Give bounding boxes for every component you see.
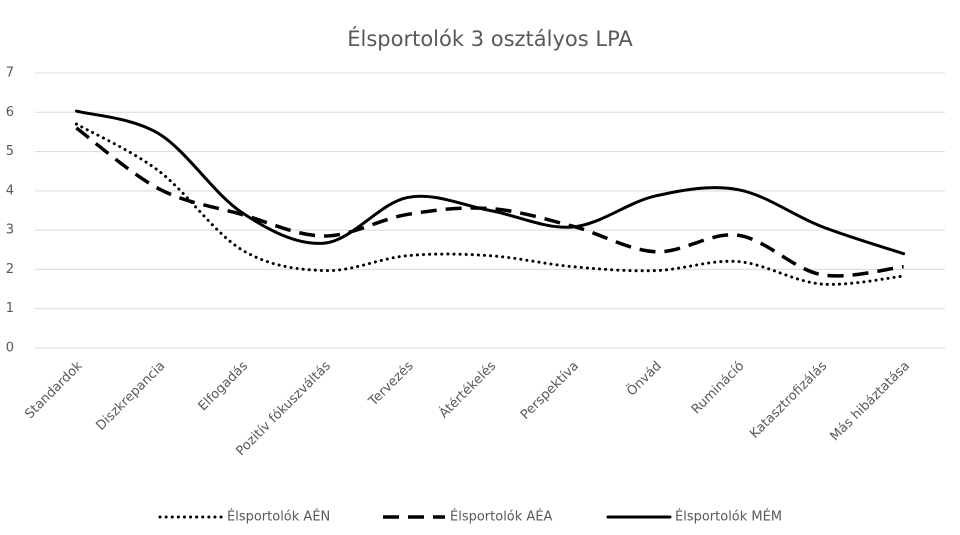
y-tick-label: 0: [6, 341, 14, 356]
y-tick-label: 6: [6, 105, 14, 120]
y-tick-label: 2: [6, 262, 14, 277]
legend-label: Élsportolók MÉM: [675, 509, 782, 525]
y-tick-label: 7: [6, 66, 14, 81]
y-tick-label: 5: [6, 144, 14, 159]
series-line: [74, 109, 906, 256]
y-tick-label: 4: [6, 183, 14, 198]
legend-label: Élsportolók AÉN: [227, 509, 330, 525]
y-tick-label: 1: [6, 301, 14, 316]
legend-label: Élsportolók AÉA: [450, 509, 553, 525]
series-line: [75, 126, 904, 278]
chart-title: Élsportolók 3 osztályos LPA: [347, 26, 633, 51]
series-line: [74, 122, 906, 286]
y-tick-label: 3: [6, 223, 14, 238]
